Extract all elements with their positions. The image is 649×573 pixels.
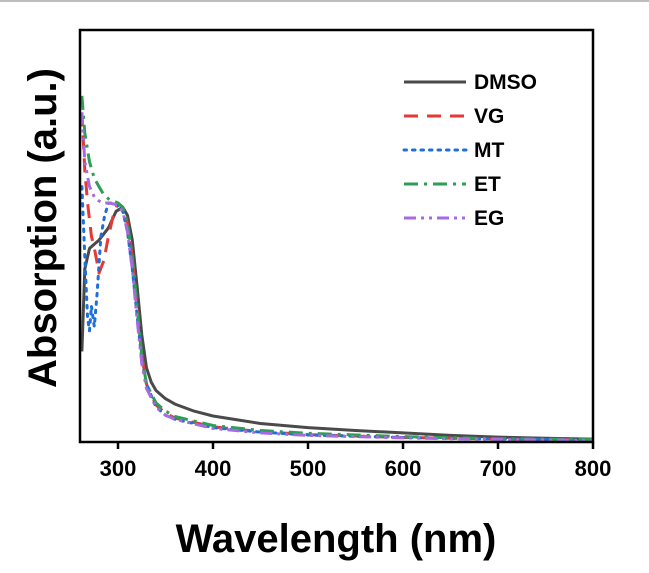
x-tick-label: 500 xyxy=(290,456,327,481)
legend-label-dmso: DMSO xyxy=(474,71,537,94)
y-axis-title: Absorption (a.u.) xyxy=(21,68,65,388)
plot-frame xyxy=(78,28,595,444)
x-tick-label: 400 xyxy=(195,456,232,481)
x-axis-title: Wavelength (nm) xyxy=(176,517,497,561)
series-line-eg xyxy=(80,112,593,442)
x-tick-label: 600 xyxy=(385,456,422,481)
legend-label-eg: EG xyxy=(474,207,504,230)
x-tick-label: 300 xyxy=(100,456,137,481)
series-line-mt xyxy=(80,185,593,442)
x-tick-label: 700 xyxy=(480,456,517,481)
legend-label-vg: VG xyxy=(474,105,504,128)
x-tick-label: 800 xyxy=(575,456,612,481)
top-border-rule xyxy=(0,0,649,2)
series-line-et xyxy=(80,95,593,441)
legend-label-mt: MT xyxy=(474,139,504,162)
legend-label-et: ET xyxy=(474,173,501,196)
